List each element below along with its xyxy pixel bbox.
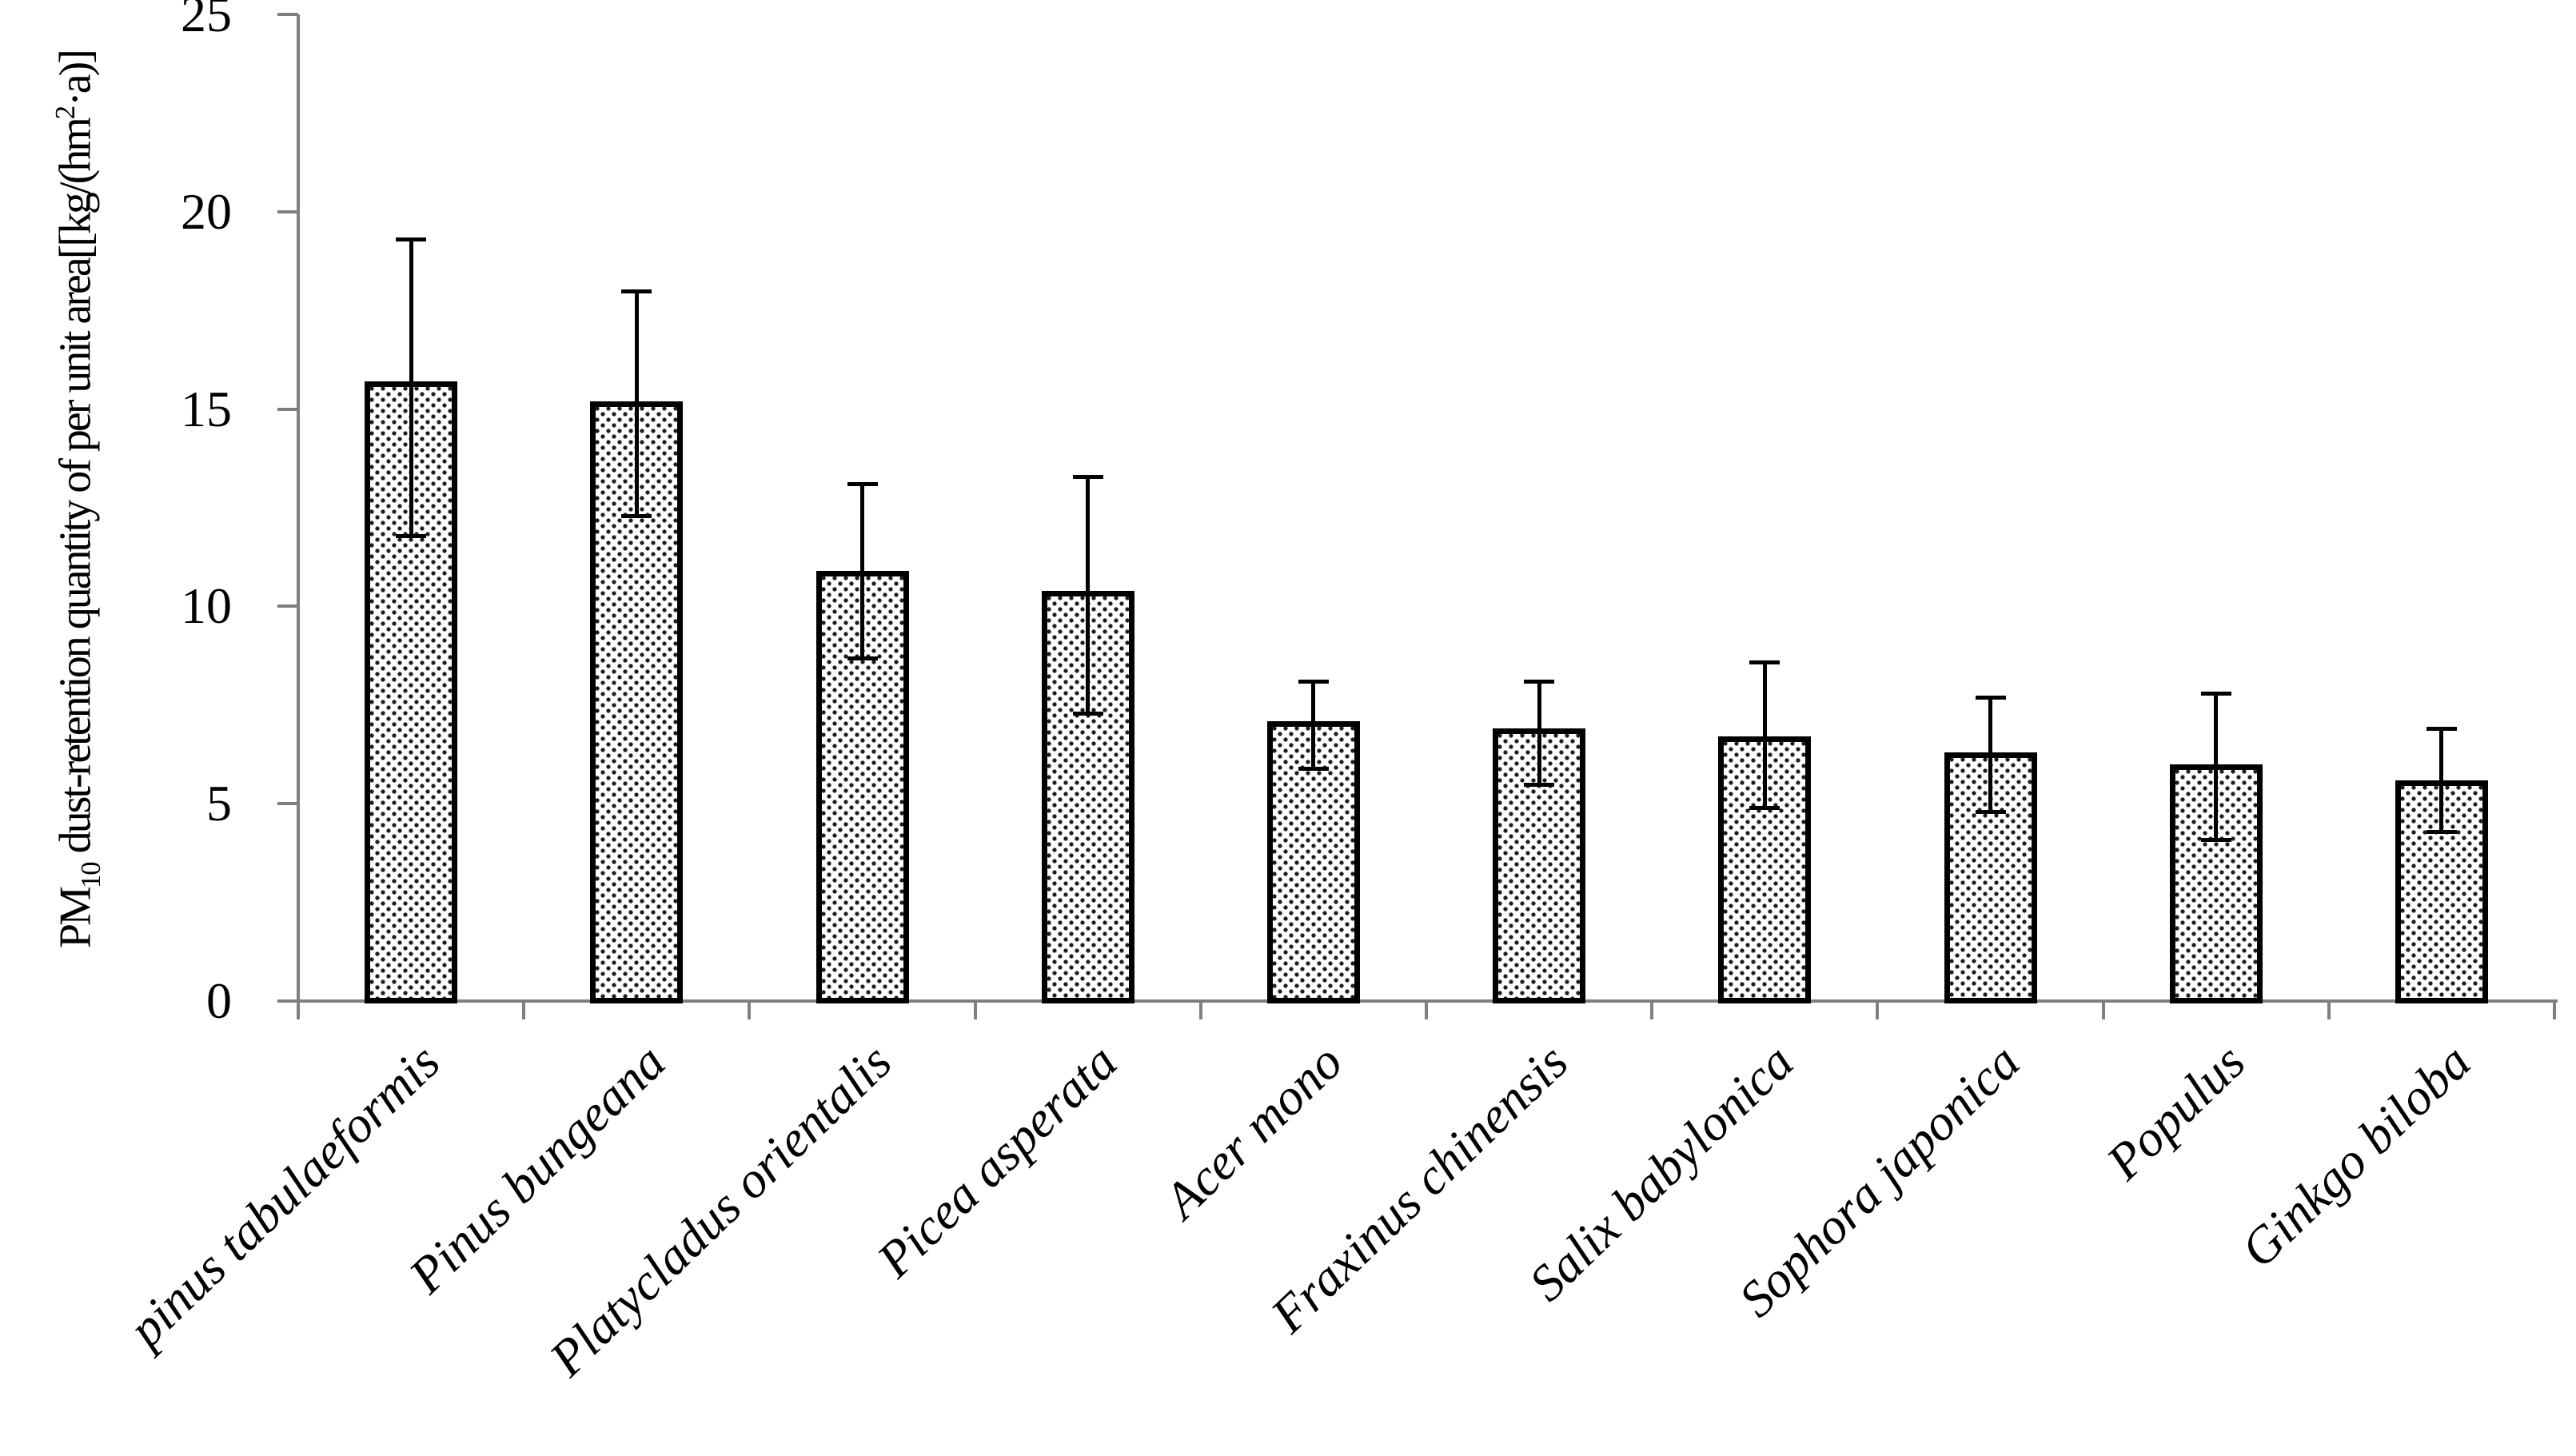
error-bar-cap-bottom <box>621 513 652 518</box>
y-axis-tick-label: 20 <box>181 182 232 240</box>
y-axis-tick-label: 0 <box>206 972 232 1029</box>
error-bar-cap-bottom <box>1975 810 2006 815</box>
error-bar-cap-top <box>2200 691 2231 696</box>
error-bar-line <box>1086 476 1091 713</box>
y-axis-tick <box>277 407 298 411</box>
error-bar-line <box>1762 661 1767 808</box>
error-bar-line <box>634 290 639 516</box>
x-axis-label: pinus tabulaeformis <box>118 1033 451 1358</box>
error-bar-cap-bottom <box>2200 837 2231 842</box>
error-bar-line <box>860 484 864 658</box>
y-axis-tick <box>277 604 298 608</box>
error-bar-cap-bottom <box>1524 782 1555 787</box>
x-axis-tick <box>522 1001 526 1019</box>
y-axis-title-superscript: 2 <box>50 106 81 120</box>
error-bar-cap-bottom <box>2426 829 2457 834</box>
x-axis-tick <box>2327 1001 2331 1019</box>
x-axis-tick <box>2553 1001 2556 1019</box>
x-axis-tick <box>2101 1001 2105 1019</box>
x-axis-line <box>277 999 2558 1003</box>
y-axis-tick <box>277 209 298 213</box>
error-bar-cap-top <box>1072 474 1103 479</box>
error-bar-line <box>1311 681 1316 768</box>
error-bar-cap-bottom <box>396 533 427 538</box>
y-axis-tick <box>277 802 298 806</box>
error-bar-cap-top <box>2426 727 2457 732</box>
x-axis-tick <box>1650 1001 1654 1019</box>
x-axis-tick <box>1198 1001 1202 1019</box>
y-axis-tick <box>277 999 298 1003</box>
error-bar-cap-top <box>396 237 427 242</box>
x-axis-tick <box>297 1001 300 1019</box>
y-axis-tick-label: 5 <box>206 775 232 832</box>
y-axis-title-suffix: ·a)] <box>50 51 101 106</box>
error-bar-cap-top <box>621 289 652 293</box>
y-axis-line <box>297 14 300 1019</box>
error-bar-line <box>1988 696 1992 812</box>
error-bar-cap-top <box>1524 680 1555 684</box>
error-bar-line <box>409 239 413 536</box>
x-axis-tick <box>748 1001 752 1019</box>
y-axis-tick-label: 25 <box>181 0 232 42</box>
x-axis-tick <box>1425 1001 1428 1019</box>
error-bar-line <box>2439 728 2444 832</box>
error-bar-line <box>2214 692 2219 840</box>
y-axis-title-subscript: 10 <box>74 862 106 889</box>
error-bar-cap-bottom <box>1298 766 1329 771</box>
error-bar-cap-top <box>847 482 878 487</box>
bar <box>1266 720 1360 1003</box>
error-bar-cap-bottom <box>847 656 878 660</box>
error-bar-line <box>1537 681 1541 784</box>
error-bar-cap-top <box>1975 695 2006 700</box>
y-axis-tick-label: 15 <box>181 380 232 437</box>
error-bar-cap-top <box>1749 660 1780 664</box>
error-bar-cap-bottom <box>1749 806 1780 811</box>
x-axis-tick <box>1876 1001 1880 1019</box>
y-axis-title: PM10 dust-retention quantity of per unit… <box>28 0 106 1059</box>
y-axis-tick <box>277 13 298 16</box>
bar <box>365 381 458 1003</box>
y-axis-tick-label: 10 <box>181 577 232 635</box>
x-axis-tick <box>973 1001 977 1019</box>
error-bar-cap-top <box>1298 680 1329 684</box>
error-bar-cap-bottom <box>1072 711 1103 716</box>
y-axis-title-prefix: PM <box>50 888 101 948</box>
